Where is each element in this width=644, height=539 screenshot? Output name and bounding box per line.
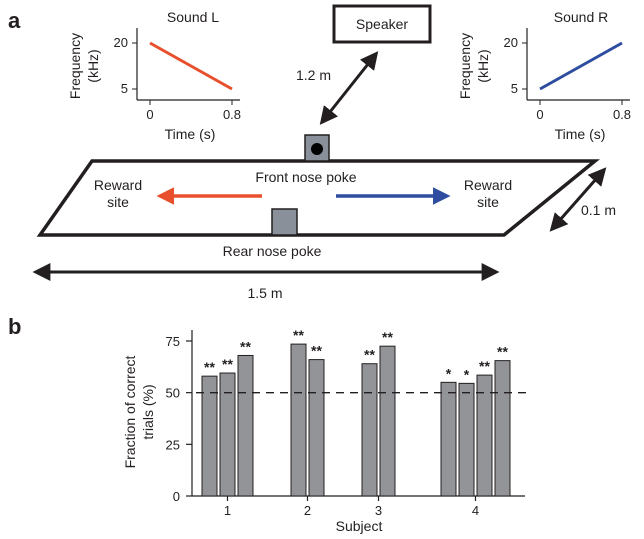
- panel-a-label: a: [8, 8, 21, 33]
- significance-marker: **: [382, 329, 393, 345]
- speaker-distance-arrow: [319, 51, 379, 125]
- bar-subject-1: [201, 375, 218, 497]
- sound-l-xlabel: Time (s): [165, 126, 216, 142]
- bar-subject-4: [476, 374, 493, 497]
- bar-chart-ylabel-line1: Fraction of correct: [122, 355, 138, 468]
- sound-r-ytick-label-5: 5: [511, 81, 518, 96]
- significance-marker: **: [497, 344, 508, 360]
- bar-subject-3: [361, 363, 378, 497]
- speaker-distance-label: 1.2 m: [296, 67, 331, 83]
- speaker-label: Speaker: [356, 16, 408, 32]
- significance-marker: **: [222, 356, 233, 372]
- bar-subject-2: [290, 343, 307, 497]
- bar-chart-ytick-label: 75: [166, 334, 180, 349]
- sound-l-xtick-label-08: 0.8: [223, 107, 241, 122]
- bar-chart-ytick-label: 0: [173, 489, 180, 504]
- bar-chart-ytick-label: 50: [166, 386, 180, 401]
- width-label: 1.5 m: [247, 285, 282, 301]
- sound-r-xtick-label-08: 0.8: [613, 107, 631, 122]
- significance-marker: **: [204, 359, 215, 375]
- bar-subject-4: [494, 360, 511, 497]
- bar-chart-bars: ** ****1****2****3* *****4: [201, 327, 511, 518]
- sound-l-chart: Sound L 20 5 0 0.8 Time (s) Frequency (k…: [67, 9, 241, 142]
- reward-site-right-line2: site: [477, 194, 499, 210]
- sound-r-chart: Sound R 20 5 0 0.8 Time (s) Frequency (k…: [457, 9, 631, 142]
- rear-nose-poke: [271, 208, 298, 236]
- reward-site-left-line1: Reward: [94, 177, 142, 193]
- sound-r-ytick-label-20: 20: [504, 35, 518, 50]
- bar-chart-xtick-label: 4: [472, 503, 479, 518]
- bar-chart-xlabel: Subject: [336, 518, 383, 534]
- bar-subject-1: [237, 354, 254, 497]
- sound-l-ylabel-line1: Frequency: [67, 33, 83, 99]
- bar-chart-xtick-label: 3: [375, 503, 382, 518]
- bar-subject-1: [219, 372, 236, 497]
- front-nose-poke-label: Front nose poke: [255, 169, 356, 185]
- sound-l-ytick-label-5: 5: [121, 81, 128, 96]
- significance-marker: *: [464, 366, 470, 382]
- rear-nose-poke-label: Rear nose poke: [223, 243, 322, 259]
- significance-marker: **: [293, 327, 304, 343]
- speaker-box: [332, 4, 432, 44]
- significance-marker: **: [311, 343, 322, 359]
- sound-l-sweep-line: [149, 41, 233, 91]
- sound-l-xtick-label-0: 0: [146, 107, 153, 122]
- depth-arrow: [549, 167, 607, 232]
- bar-subject-4: [458, 382, 475, 497]
- sound-r-ylabel-line1: Frequency: [457, 33, 473, 99]
- sound-l-ylabel-line2: (kHz): [85, 49, 101, 82]
- reward-site-left-line2: site: [107, 194, 129, 210]
- significance-marker: **: [240, 338, 251, 354]
- front-nose-poke-hole: [311, 143, 323, 155]
- sound-r-sweep-line: [539, 41, 623, 91]
- arena-outline: [36, 159, 600, 237]
- sound-r-ylabel-line2: (kHz): [475, 49, 491, 82]
- depth-label: 0.1 m: [581, 202, 616, 218]
- sound-r-xtick-label-0: 0: [536, 107, 543, 122]
- bar-subject-3: [379, 345, 396, 497]
- bar-subject-2: [308, 359, 325, 497]
- significance-marker: **: [479, 358, 490, 374]
- panel-b-label: b: [8, 314, 21, 339]
- sound-r-title: Sound R: [554, 9, 608, 25]
- reward-site-right-line1: Reward: [464, 177, 512, 193]
- bar-chart-xtick-label: 2: [304, 503, 311, 518]
- significance-marker: **: [364, 347, 375, 363]
- significance-marker: *: [446, 365, 452, 381]
- sound-r-xlabel: Time (s): [555, 126, 606, 142]
- sound-l-title: Sound L: [167, 9, 219, 25]
- bar-chart: Fraction of correct trials (%) Subject 0…: [122, 327, 528, 534]
- bar-chart-xtick-label: 1: [224, 503, 231, 518]
- bar-subject-4: [440, 381, 457, 497]
- bar-chart-ticks: 0 25 50 75: [166, 334, 192, 504]
- bar-chart-ytick-label: 25: [166, 437, 180, 452]
- sound-l-ytick-label-20: 20: [114, 35, 128, 50]
- bar-chart-ylabel-line2: trials (%): [140, 384, 156, 439]
